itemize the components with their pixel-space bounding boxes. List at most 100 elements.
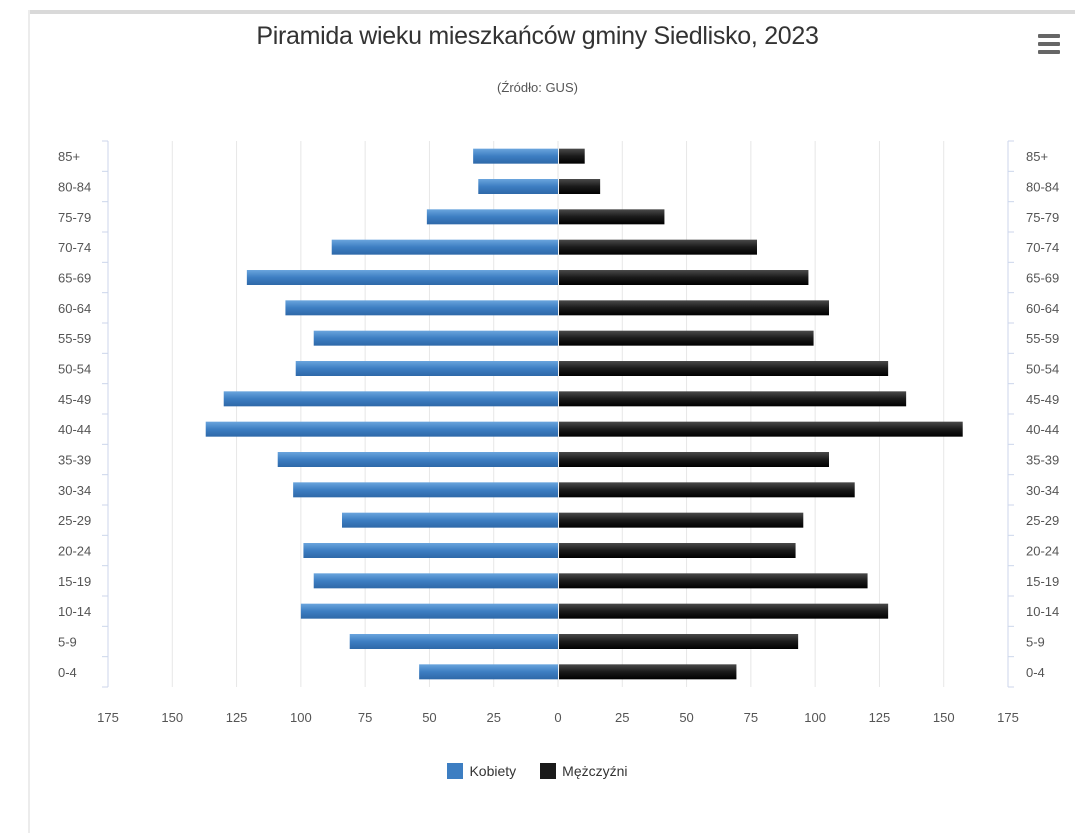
legend-item-male[interactable]: Mężczyźni	[540, 763, 628, 779]
y-label-left: 55-59	[58, 331, 91, 346]
y-label-right: 20-24	[1026, 544, 1059, 559]
y-label-right: 40-44	[1026, 422, 1059, 437]
population-pyramid-chart: 175 150 125 100 75 50 25 0 25 50 75 100 125 150 175 85+…	[58, 140, 1059, 725]
x-tick-label: 175	[997, 710, 1019, 725]
x-tick-label: 25	[486, 710, 500, 725]
bar-male	[559, 543, 796, 558]
bar-female	[342, 512, 558, 528]
legend-item-female[interactable]: Kobiety	[447, 763, 516, 779]
bar-male	[559, 634, 799, 649]
legend-swatch-female	[447, 763, 464, 779]
y-label-left: 35-39	[58, 453, 91, 468]
bar-male	[559, 512, 804, 528]
bar-female	[349, 634, 558, 649]
x-tick-label: 0	[554, 710, 561, 725]
bar-female	[303, 543, 558, 558]
y-label-left: 0-4	[58, 665, 77, 680]
hamburger-menu-icon[interactable]	[1038, 34, 1060, 60]
y-label-left: 15-19	[58, 574, 91, 589]
bar-male	[559, 300, 829, 316]
legend: Kobiety Mężczyźni	[0, 763, 1075, 779]
x-tick-label: 125	[226, 710, 248, 725]
bar-female	[473, 148, 558, 164]
y-label-right: 50-54	[1026, 362, 1059, 377]
y-label-right: 25-29	[1026, 513, 1059, 528]
bar-male	[559, 179, 601, 194]
y-label-left: 10-14	[58, 604, 91, 619]
y-label-right: 75-79	[1026, 210, 1059, 225]
bar-male	[559, 421, 963, 437]
bar-female	[313, 330, 558, 346]
bar-male	[559, 270, 809, 285]
bar-female	[246, 270, 558, 285]
y-label-left: 5-9	[58, 635, 77, 650]
bar-female	[313, 573, 558, 589]
x-tick-label: 125	[869, 710, 891, 725]
y-label-right: 65-69	[1026, 271, 1059, 286]
x-tick-label: 100	[290, 710, 312, 725]
y-label-right: 55-59	[1026, 331, 1059, 346]
bar-female	[205, 421, 558, 437]
y-label-left: 40-44	[58, 422, 91, 437]
y-label-right: 45-49	[1026, 392, 1059, 407]
bar-male	[559, 573, 868, 589]
y-label-left: 60-64	[58, 301, 91, 316]
y-label-left: 25-29	[58, 513, 91, 528]
bar-female	[478, 179, 558, 194]
y-label-left: 30-34	[58, 483, 91, 498]
chart-subtitle: (Źródło: GUS)	[497, 80, 578, 95]
x-tick-label: 50	[422, 710, 436, 725]
y-label-right: 70-74	[1026, 240, 1059, 255]
y-label-right: 85+	[1026, 149, 1048, 164]
bar-male	[559, 664, 737, 680]
legend-label-male: Mężczyźni	[562, 763, 628, 779]
y-label-right: 0-4	[1026, 665, 1045, 680]
y-label-left: 85+	[58, 149, 80, 164]
x-tick-label: 150	[933, 710, 955, 725]
bar-female	[426, 209, 558, 225]
top-border	[28, 10, 1075, 14]
y-label-left: 50-54	[58, 362, 91, 377]
y-label-right: 80-84	[1026, 180, 1059, 195]
bar-female	[285, 300, 558, 316]
bar-female	[295, 361, 558, 376]
x-tick-label: 150	[161, 710, 183, 725]
bar-male	[559, 330, 814, 346]
bar-male	[559, 603, 889, 619]
bar-male	[559, 209, 665, 225]
bar-male	[559, 148, 585, 164]
y-label-left: 75-79	[58, 210, 91, 225]
bar-male	[559, 239, 757, 255]
bar-male	[559, 391, 907, 407]
chart-title: Piramida wieku mieszkańców gminy Siedlis…	[256, 22, 819, 50]
y-label-left: 20-24	[58, 544, 91, 559]
bar-male	[559, 452, 829, 467]
x-tick-label: 50	[679, 710, 693, 725]
bar-female	[223, 391, 558, 407]
x-tick-label: 100	[804, 710, 826, 725]
legend-swatch-male	[540, 763, 557, 779]
x-tick-label: 25	[615, 710, 629, 725]
bar-female	[293, 482, 558, 498]
y-label-left: 80-84	[58, 180, 91, 195]
bar-female	[300, 603, 558, 619]
y-label-right: 15-19	[1026, 574, 1059, 589]
y-label-right: 5-9	[1026, 635, 1045, 650]
y-label-left: 45-49	[58, 392, 91, 407]
left-border	[28, 10, 30, 833]
bar-female	[277, 452, 558, 467]
legend-label-female: Kobiety	[469, 763, 517, 779]
bar-female	[419, 664, 558, 680]
y-label-right: 35-39	[1026, 453, 1059, 468]
y-label-left: 70-74	[58, 240, 91, 255]
bar-male	[559, 482, 855, 498]
y-label-right: 30-34	[1026, 483, 1059, 498]
y-label-right: 60-64	[1026, 301, 1059, 316]
bar-female	[331, 239, 558, 255]
bar-male	[559, 361, 889, 376]
y-label-right: 10-14	[1026, 604, 1059, 619]
x-tick-label: 75	[358, 710, 372, 725]
x-tick-label: 75	[744, 710, 758, 725]
y-label-left: 65-69	[58, 271, 91, 286]
x-tick-label: 175	[97, 710, 119, 725]
